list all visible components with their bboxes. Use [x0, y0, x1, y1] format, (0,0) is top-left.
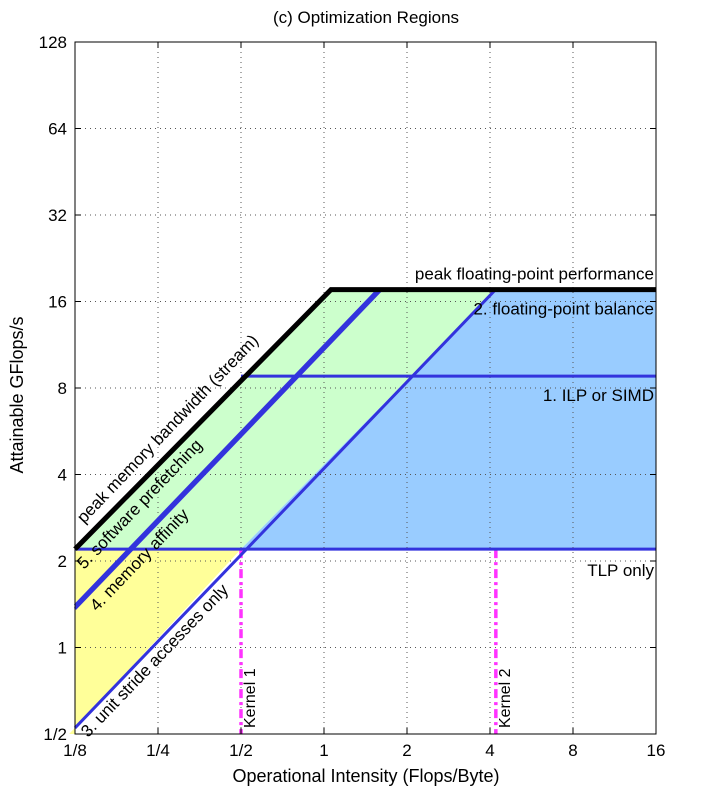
- roofline-line: [73, 287, 656, 551]
- region-green: [75, 289, 496, 550]
- ceiling-line: [73, 289, 382, 610]
- optimization-regions: [69, 289, 656, 734]
- y-tick-label: 32: [48, 206, 67, 225]
- region-blue: [241, 289, 656, 550]
- kernel-1-label: Kernel 1: [242, 668, 259, 728]
- ceiling-label: peak floating-point performance: [415, 265, 654, 284]
- x-tick-label: 8: [568, 741, 577, 760]
- x-tick-label: 16: [647, 741, 666, 760]
- x-axis-label: Operational Intensity (Flops/Byte): [232, 766, 499, 786]
- y-tick-label: 16: [48, 293, 67, 312]
- x-tick-label: 1/2: [229, 741, 253, 760]
- y-tick-label: 64: [48, 120, 67, 139]
- kernel-2-label: Kernel 2: [497, 668, 514, 728]
- x-tick-label: 1/8: [63, 741, 87, 760]
- x-tick-label: 1/4: [146, 741, 170, 760]
- x-tick-label: 4: [485, 741, 494, 760]
- chart-title: (c) Optimization Regions: [273, 8, 459, 27]
- y-tick-label: 1/2: [43, 725, 67, 744]
- ceiling-label: TLP only: [587, 561, 654, 580]
- grid-lines: [75, 42, 656, 734]
- region-yellow: [69, 549, 242, 734]
- y-tick-label: 2: [58, 552, 67, 571]
- y-axis-label: Attainable GFlops/s: [7, 316, 27, 473]
- x-tick-label: 2: [402, 741, 411, 760]
- ceiling-label: 2. floating-point balance: [473, 300, 654, 319]
- y-tick-label: 1: [58, 639, 67, 658]
- y-tick-label: 4: [58, 466, 67, 485]
- x-tick-label: 1: [319, 741, 328, 760]
- axis-ticks: 1/8 1/4 1/2 1 2 4 8 16 1/2 1 2 4 8 16 32 64 128: [39, 33, 666, 760]
- ceiling-line: [73, 288, 497, 729]
- kernel-lines: [239, 549, 498, 734]
- roofline: [73, 287, 656, 551]
- ceiling-label: 1. ILP or SIMD: [543, 386, 654, 405]
- y-tick-label: 128: [39, 33, 67, 52]
- ceiling-line: [73, 288, 380, 607]
- y-tick-label: 8: [58, 379, 67, 398]
